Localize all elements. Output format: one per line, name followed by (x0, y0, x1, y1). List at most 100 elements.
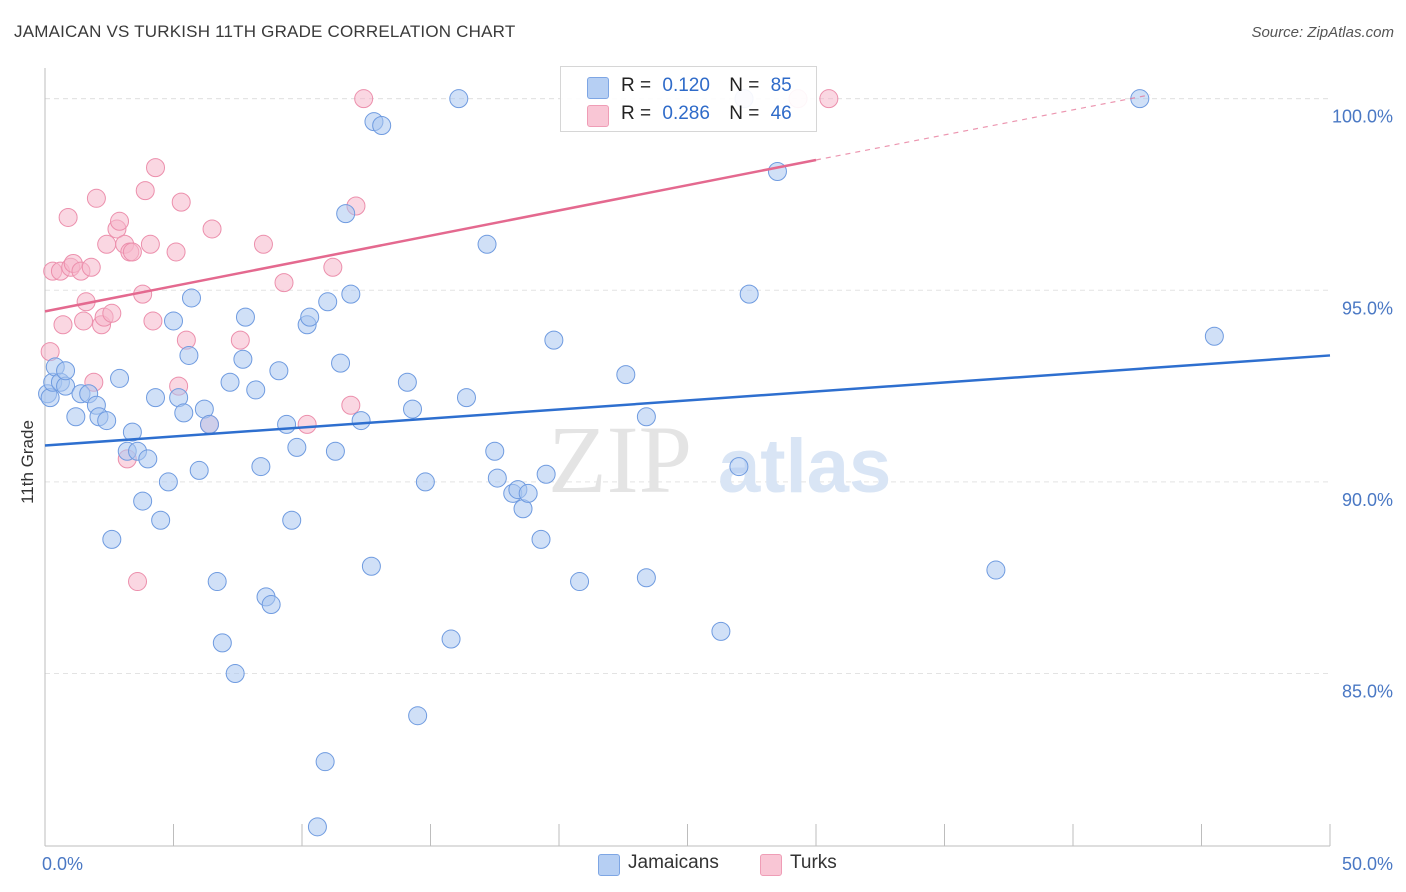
bottom-legend-swatch-jamaicans (598, 854, 620, 876)
turks-point (135, 181, 155, 201)
jamaicans-point (181, 288, 201, 308)
jamaicans-point (315, 752, 335, 772)
legend: R = 0.120 N = 85 R = 0.286 N = 46 (560, 66, 817, 132)
legend-r-value-jamaicans: 0.120 (662, 75, 710, 96)
jamaicans-point (246, 380, 266, 400)
jamaicans-point (251, 457, 271, 477)
turks-point (341, 395, 361, 415)
turks-point (143, 311, 163, 331)
jamaicans-point (449, 89, 469, 109)
turks-point (274, 273, 294, 293)
jamaicans-point (66, 407, 86, 427)
jamaicans-point (536, 464, 556, 484)
jamaicans-point (531, 529, 551, 549)
jamaicans-point (174, 403, 194, 423)
legend-r-label: R = (621, 75, 652, 96)
turks-point (122, 242, 142, 262)
jamaicans-point (408, 706, 428, 726)
legend-n-value-turks: 46 (770, 103, 792, 124)
legend-r-value-turks: 0.286 (662, 103, 710, 124)
turks-point (110, 211, 130, 231)
chart-title: JAMAICAN VS TURKISH 11TH GRADE CORRELATI… (14, 22, 516, 41)
turks-point (146, 158, 166, 178)
jamaicans-point (133, 491, 153, 511)
turks-point (230, 330, 250, 350)
y-axis-title: 11th Grade (18, 420, 37, 504)
legend-n-value-jamaicans: 85 (770, 75, 792, 96)
turks-point (253, 234, 273, 254)
y-tick-label: 90.0% (1342, 490, 1393, 510)
bottom-legend: Jamaicans Turks (0, 852, 1406, 878)
jamaicans-point (146, 388, 166, 408)
jamaicans-point (456, 388, 476, 408)
x-tick-label-start: 0.0% (42, 854, 83, 874)
jamaicans-point (164, 311, 183, 331)
turks-point (297, 414, 317, 434)
turks-point (97, 234, 117, 254)
turks-point (102, 303, 122, 323)
jamaicans-point (739, 284, 759, 304)
jamaicans-point (277, 414, 297, 434)
jamaicans-point (518, 483, 538, 503)
turks-points (40, 89, 839, 592)
turks-point (81, 257, 101, 277)
jamaicans-point (986, 560, 1006, 580)
jamaicans-point (110, 368, 130, 388)
jamaicans-point (403, 399, 423, 419)
jamaicans-point (361, 556, 381, 576)
legend-n-label: N = (729, 75, 760, 96)
bottom-legend-label-turks: Turks (790, 852, 837, 873)
jamaicans-point (351, 411, 371, 431)
turks-point (140, 234, 160, 254)
jamaicans-point (341, 284, 361, 304)
legend-swatch-jamaicans (587, 77, 609, 99)
jamaicans-point (225, 664, 245, 684)
jamaicans-point (318, 292, 338, 312)
turks-point (58, 207, 78, 227)
jamaicans-point (300, 307, 320, 327)
jamaicans-point (544, 330, 564, 350)
jamaicans-point (102, 529, 122, 549)
jamaicans-point (415, 472, 435, 492)
jamaicans-point (261, 595, 281, 615)
jamaicans-point (487, 468, 507, 488)
y-tick-label: 100.0% (1332, 107, 1393, 127)
jamaicans-point (372, 115, 392, 135)
axis-layer: 85.0% 90.0% 95.0% 100.0% 0.0% 50.0% (42, 68, 1393, 874)
jamaicans-point (331, 353, 351, 373)
watermark: ZIP atlas (548, 406, 891, 513)
turks-point (166, 242, 186, 262)
jamaicans-point (179, 345, 199, 365)
jamaicans-point (158, 472, 178, 492)
legend-swatch-turks (587, 105, 609, 127)
turks-point (171, 192, 191, 212)
jamaicans-point (336, 204, 356, 224)
jamaicans-point (477, 234, 497, 254)
bottom-legend-swatch-turks (760, 854, 782, 876)
jamaicans-point (189, 460, 209, 480)
y-tick-label: 85.0% (1342, 682, 1393, 702)
source-label: Source: ZipAtlas.com (1251, 24, 1394, 41)
turks-point (354, 89, 374, 109)
jamaicans-point (138, 449, 158, 469)
jamaicans-point (151, 510, 171, 530)
jamaicans-point (397, 372, 417, 392)
y-tick-label: 95.0% (1342, 298, 1393, 318)
turks-point (86, 188, 106, 208)
turks-point (819, 89, 839, 109)
jamaicans-point (711, 621, 731, 641)
turks-point (74, 311, 94, 331)
jamaicans-point (441, 629, 461, 649)
jamaicans-point (1204, 326, 1224, 346)
turks-point (202, 219, 222, 239)
jamaicans-point (636, 568, 656, 588)
jamaicans-point (199, 414, 219, 434)
jamaicans-point (729, 457, 749, 477)
jamaicans-point (212, 633, 232, 653)
trend-lines (44, 94, 1331, 447)
bottom-legend-label-jamaicans: Jamaicans (628, 852, 719, 873)
turks-point (323, 257, 343, 277)
jamaicans-point (485, 441, 505, 461)
jamaicans-point (282, 510, 302, 530)
